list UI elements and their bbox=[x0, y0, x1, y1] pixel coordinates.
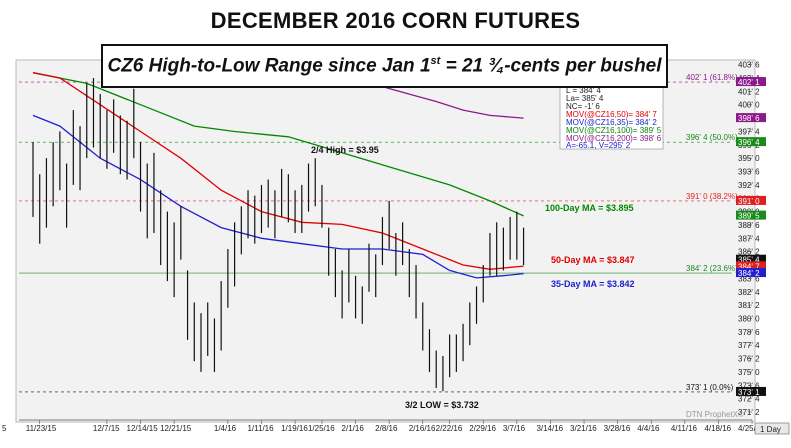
study-info-box: L = 384' 4 La= 385' 4 NC= -1' 6 MOV(@CZ1… bbox=[559, 84, 664, 150]
price-tag-box bbox=[736, 268, 766, 278]
x-tick-label: 3/21/16 bbox=[570, 424, 597, 433]
info-ma100: MOV(@CZ16,100)= 389' 5 bbox=[566, 126, 662, 135]
fib-label: 396' 4 (50.0%) bbox=[686, 133, 738, 142]
range-callout-text: CZ6 High-to-Low Range since Jan 1st = 21… bbox=[107, 55, 661, 77]
info-ma50: MOV(@CZ16,50)= 384' 7 bbox=[566, 110, 657, 119]
x-tick-label: 2/1/16 bbox=[342, 424, 365, 433]
range-callout-sup: st bbox=[430, 54, 441, 67]
x-tick-label: 12/21/15 bbox=[160, 424, 192, 433]
y-tick-label: 387' 4 bbox=[738, 234, 760, 243]
x-tick-label: 1/4/16 bbox=[214, 424, 237, 433]
price-tag-label: 391' 0 bbox=[738, 197, 760, 206]
price-bars bbox=[32, 78, 525, 392]
price-tag-label: 396' 4 bbox=[738, 138, 760, 147]
price-tag-box bbox=[736, 195, 766, 205]
ma-line-200-day-ma bbox=[382, 85, 524, 119]
x-tick-label: 2/22/16 bbox=[436, 424, 463, 433]
x-tick-label: 11/23/15 bbox=[26, 424, 57, 433]
x-tick-label: 12/14/15 bbox=[127, 424, 159, 433]
y-tick-label: 377' 4 bbox=[738, 341, 760, 350]
fib-label: 402' 1 (61.8%) bbox=[686, 73, 738, 82]
price-tag-box bbox=[736, 210, 766, 220]
y-tick-label: 400' 0 bbox=[738, 101, 760, 110]
y-tick-label: 372' 4 bbox=[738, 395, 760, 404]
x-tick-label: 4/18/16 bbox=[704, 424, 731, 433]
price-tag-box bbox=[736, 77, 766, 87]
price-tag-box bbox=[736, 254, 766, 264]
y-tick-label: 395' 0 bbox=[738, 154, 760, 163]
ma-line-100-day-ma bbox=[32, 72, 524, 217]
annotation-low: 3/2 LOW = $3.732 bbox=[405, 400, 479, 410]
info-ma35: MOV(@CZ16,35)= 384' 2 bbox=[566, 118, 657, 127]
x-tick-label: 3/7/16 bbox=[503, 424, 526, 433]
y-tick-label: 380' 0 bbox=[738, 314, 760, 323]
chart-title: DECEMBER 2016 CORN FUTURES bbox=[210, 8, 581, 33]
y-tick-label: 375' 0 bbox=[738, 368, 760, 377]
y-tick-label: 378' 6 bbox=[738, 328, 760, 337]
price-tag-box bbox=[736, 113, 766, 123]
y-tick-label: 373' 6 bbox=[738, 381, 760, 390]
range-callout-prefix: CZ6 High-to-Low Range since Jan 1 bbox=[107, 55, 431, 77]
y-tick-label: 382' 4 bbox=[738, 288, 760, 297]
price-tag-box bbox=[736, 137, 766, 147]
price-tag-label: 402' 1 bbox=[738, 78, 760, 87]
y-tick-label: 383' 6 bbox=[738, 274, 760, 283]
y-tick-label: 381' 2 bbox=[738, 301, 760, 310]
period-button-label: 1 Day bbox=[760, 425, 781, 434]
info-footer: A=-65.1, V=295' 2 bbox=[566, 141, 631, 150]
x-tick-label: 2/8/16 bbox=[375, 424, 398, 433]
period-button[interactable]: 1 Day bbox=[754, 422, 790, 435]
ma-line-35-day-ma bbox=[32, 114, 524, 279]
watermark: DTN ProphetX® bbox=[686, 410, 744, 419]
x-tick-label: 12/7/15 bbox=[93, 424, 120, 433]
x-tick-label: 1/19/16 bbox=[281, 424, 308, 433]
fib-label: 373' 1 (0.0%) bbox=[686, 383, 734, 392]
fib-label: 391' 0 (38.2%) bbox=[686, 192, 738, 201]
x-axis: 5 11/23/15 12/7/15 12/14/15 12/21/15 1/4/16 1/… bbox=[2, 419, 765, 433]
price-tag-label: 389' 5 bbox=[738, 212, 760, 221]
range-callout-suffix: = 21 ¾-cents per bushel bbox=[440, 55, 662, 77]
x-tick-label: 3/28/16 bbox=[604, 424, 631, 433]
info-last-alt: La= 385' 4 bbox=[566, 94, 604, 103]
y-tick-label: 397' 4 bbox=[738, 127, 760, 136]
annotation-ma35: 35-Day MA = $3.842 bbox=[551, 279, 634, 289]
y-tick-label: 393' 6 bbox=[738, 168, 760, 177]
x-tick-label: 1/11/16 bbox=[247, 424, 274, 433]
x-tick-label: 2/29/16 bbox=[469, 424, 496, 433]
x-tick-label: 4/25/16 bbox=[738, 424, 765, 433]
x-tick-label: 2/16/16 bbox=[409, 424, 436, 433]
y-tick-label: 371' 2 bbox=[738, 408, 760, 417]
x-tick-label: 4/4/16 bbox=[637, 424, 660, 433]
y-tick-label: 403' 6 bbox=[738, 61, 760, 70]
info-net-change: NC= -1' 6 bbox=[566, 102, 600, 111]
price-tag-label: 384' 2 bbox=[738, 269, 760, 278]
y-tick-label: 386' 2 bbox=[738, 248, 760, 257]
y-tick-label: 388' 6 bbox=[738, 221, 760, 230]
info-ma200: MOV(@CZ16,200)= 398' 6 bbox=[566, 134, 662, 143]
info-last: L = 384' 4 bbox=[566, 86, 601, 95]
y-tick-label: 392' 4 bbox=[738, 181, 760, 190]
range-callout: CZ6 High-to-Low Range since Jan 1st = 21… bbox=[101, 44, 668, 88]
x-tick-label: 3/14/16 bbox=[536, 424, 563, 433]
annotation-ma50: 50-Day MA = $3.847 bbox=[551, 255, 634, 265]
price-tag-box bbox=[736, 386, 766, 396]
y-tick-label: 376' 2 bbox=[738, 355, 760, 364]
price-tag-label: 384' 7 bbox=[738, 262, 760, 271]
price-tag-label: 398' 6 bbox=[738, 114, 760, 123]
price-tag-box bbox=[736, 261, 766, 271]
price-tag-label: 373' 1 bbox=[738, 388, 760, 397]
x-tick-label: 1/25/16 bbox=[308, 424, 335, 433]
annotation-high: 2/4 High = $3.95 bbox=[311, 145, 379, 155]
y-tick-label: 401' 2 bbox=[738, 87, 760, 96]
x-tick-label-partial: 5 bbox=[2, 424, 7, 433]
x-tick-label: 4/11/16 bbox=[671, 424, 698, 433]
price-tag-label: 385' 4 bbox=[738, 256, 760, 265]
fib-label: 384' 2 (23.6%) bbox=[686, 264, 738, 273]
annotation-ma100: 100-Day MA = $3.895 bbox=[545, 203, 633, 213]
